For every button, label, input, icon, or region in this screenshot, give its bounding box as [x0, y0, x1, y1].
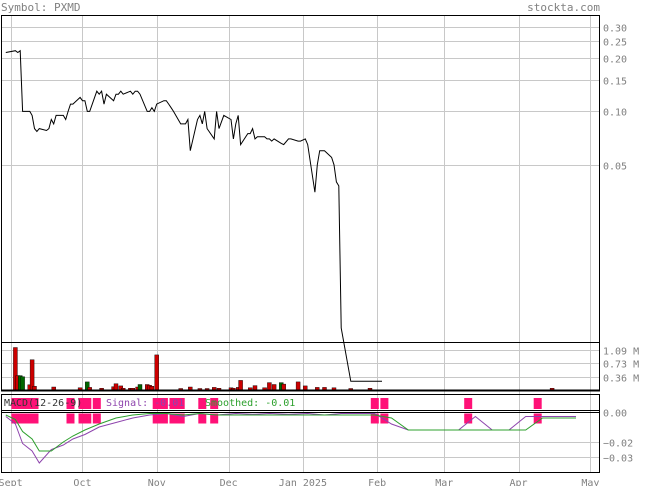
axis-labels: 0.30 0.25 0.20 0.15 0.10 0.05 1.09 M 0.73 M 0.36…: [0, 24, 639, 486]
macd-bar: [210, 398, 219, 409]
volume-bar: [238, 380, 243, 391]
macd-tick-label: −0.02: [603, 439, 633, 450]
macd-bar: [83, 398, 92, 409]
macd-bar: [92, 398, 101, 409]
x-tick-label: May: [581, 478, 599, 486]
volume-bar: [32, 386, 37, 391]
x-tick-label: Dec: [220, 478, 238, 486]
macd-bar-lower: [210, 413, 219, 424]
x-tick-label: Jan 2025: [279, 478, 327, 486]
x-tick-label: Oct: [73, 478, 91, 486]
x-tick-label: Apr: [510, 478, 528, 486]
price-tick-label: 0.20: [603, 55, 627, 66]
macd-bar-lower: [30, 413, 39, 424]
macd-bar: [176, 398, 185, 409]
macd-bar-lower: [533, 413, 542, 424]
macd-bar: [78, 398, 87, 409]
panel-frame: [1, 15, 600, 343]
macd-signal-legend: Signal: -0.01: [106, 398, 184, 409]
macd-bar-lower: [18, 413, 27, 424]
macd-bar-lower: [169, 413, 178, 424]
macd-bar: [370, 398, 379, 409]
x-tick-label: Mar: [435, 478, 453, 486]
volume-bar: [303, 385, 308, 391]
macd-bar-lower: [176, 413, 185, 424]
x-tick-label: Feb: [368, 478, 386, 486]
macd-bar-lower: [464, 413, 473, 424]
macd-bar: [66, 398, 75, 409]
volume-bar: [137, 384, 143, 391]
volume-panel: [13, 347, 555, 391]
macd-bar: [152, 398, 161, 409]
volume-tick-label: 1.09 M: [603, 347, 639, 358]
price-tick-label: 0.05: [603, 162, 627, 173]
price-tick-label: 0.25: [603, 38, 627, 49]
volume-bar: [252, 385, 258, 391]
x-tick-label: Sept: [0, 478, 23, 486]
macd-bar: [380, 398, 389, 409]
macd-bar-lower: [159, 413, 168, 424]
macd-bar-lower: [152, 413, 161, 424]
volume-bar: [149, 386, 155, 391]
macd-bar-lower: [370, 413, 379, 424]
price-tick-label: 0.10: [603, 108, 627, 119]
macd-bar-lower: [380, 413, 389, 424]
panel-frames: [1, 15, 600, 473]
volume-tick-label: 0.36 M: [603, 374, 639, 385]
volume-bar: [267, 382, 272, 391]
macd-bar-lower: [83, 413, 92, 424]
macd-bar: [30, 398, 39, 409]
macd-tick-label: −0.03: [603, 454, 633, 465]
price-tick-label: 0.30: [603, 24, 627, 35]
macd-bar-lower: [92, 413, 101, 424]
macd-smoothed-legend: Smoothed: -0.01: [205, 398, 295, 409]
brand-link[interactable]: stockta.com: [527, 1, 600, 14]
macd-bar-lower: [78, 413, 87, 424]
price-tick-label: 0.15: [603, 77, 627, 88]
macd-bar-lower: [66, 413, 75, 424]
volume-bar: [295, 381, 301, 391]
macd-bar: [159, 398, 168, 409]
volume-bar: [29, 359, 35, 391]
symbol-label: Symbol: PXMD: [1, 1, 81, 14]
macd-bar: [464, 398, 473, 409]
panel-frame: [1, 342, 600, 391]
volume-bar: [281, 383, 286, 391]
macd-bar: [169, 398, 178, 409]
panel-frame: [1, 394, 600, 473]
macd-signal-line: [5, 412, 576, 464]
price-line: [5, 49, 382, 382]
macd-smoothed-line: [5, 412, 576, 452]
price-panel: [5, 49, 382, 382]
volume-bar: [20, 376, 25, 391]
volume-bar: [154, 354, 159, 391]
macd-bar: [533, 398, 542, 409]
volume-tick-label: 0.73 M: [603, 360, 639, 371]
volume-bar: [113, 383, 119, 391]
macd-tick-label: 0.00: [603, 409, 627, 420]
macd-panel: MACD(12-26-9) Signal: -0.01 Smoothed: -0.0…: [1, 398, 600, 464]
macd-title: MACD(12-26-9): [4, 398, 82, 409]
macd-bar-lower: [198, 413, 207, 424]
macd-bar: [198, 398, 207, 409]
x-tick-label: Nov: [148, 478, 166, 486]
volume-bar: [271, 384, 277, 391]
macd-bar: [18, 398, 27, 409]
